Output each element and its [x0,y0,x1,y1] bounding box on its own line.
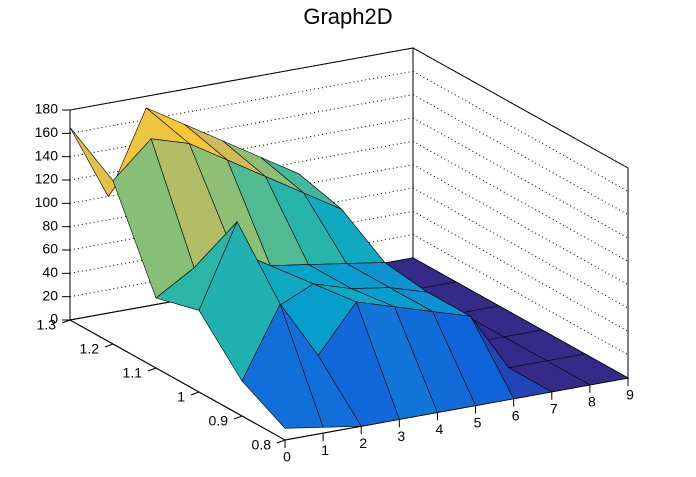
y-tick-label: 1 [177,389,185,405]
z-tick-label: 20 [42,287,58,303]
y-tick-label: 0.9 [209,413,229,429]
z-tick-label: 120 [35,171,59,187]
x-tick-label: 8 [588,394,596,410]
y-tick [61,319,71,324]
z-tick-label: 140 [35,147,59,163]
z-tick-label: 80 [42,217,58,233]
y-tick-label: 1.3 [37,317,57,333]
z-tick-label: 100 [35,194,59,210]
x-tick-label: 4 [436,421,444,437]
x-tick-label: 1 [321,442,329,458]
x-tick-label: 9 [626,387,634,403]
x-tick-label: 0 [283,449,291,465]
y-tick [233,415,243,420]
surface-cell [241,303,324,429]
z-tick-label: 180 [35,101,59,117]
y-tick [276,439,286,444]
y-tick-label: 0.8 [252,437,272,453]
y-tick-label: 1.2 [80,341,100,357]
x-tick-label: 2 [359,435,367,451]
x-tick-label: 7 [550,400,558,416]
z-tick-label: 40 [42,264,58,280]
z-tick-label: 160 [35,124,59,140]
y-tick [190,391,200,396]
y-axis [69,319,286,441]
y-tick [147,367,157,372]
y-tick [104,343,114,348]
chart-title: Graph2D [303,4,392,29]
z-tick-label: 60 [42,241,58,257]
x-tick-label: 6 [512,407,520,423]
x-tick-label: 3 [397,428,405,444]
z-tick-label: 0 [50,311,58,327]
x-tick-label: 5 [474,414,482,430]
y-tick-label: 1.1 [123,365,143,381]
